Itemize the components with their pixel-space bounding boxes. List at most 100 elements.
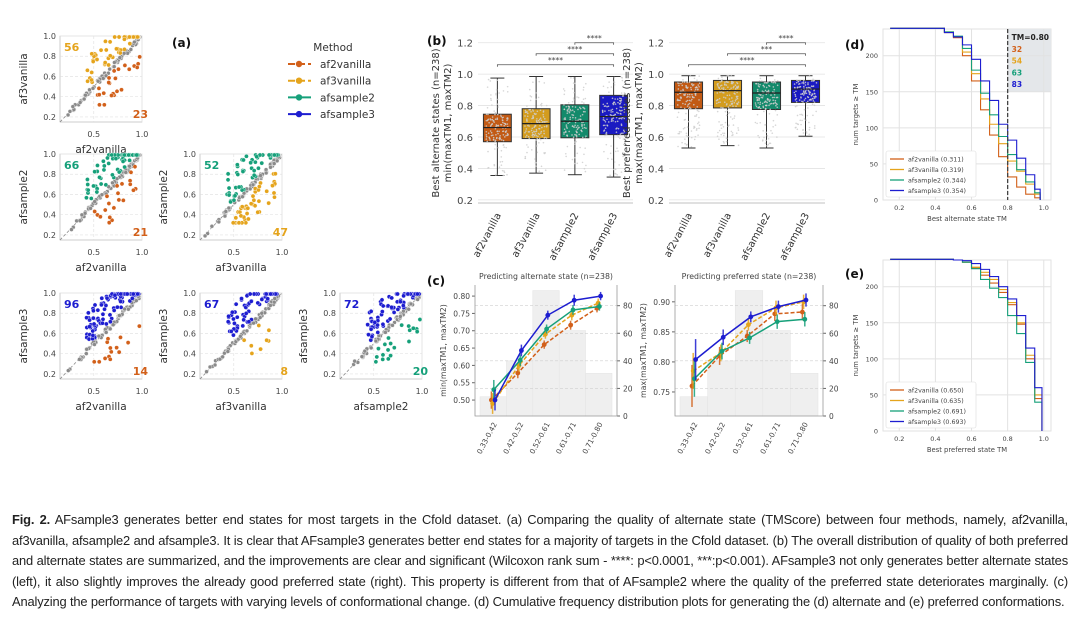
- data-point: [126, 152, 132, 158]
- data-point: [247, 291, 253, 297]
- jitter-point: [502, 139, 505, 142]
- jitter-point: [799, 79, 801, 82]
- data-point: [255, 209, 261, 215]
- data-point: [92, 209, 97, 214]
- jitter-point: [764, 89, 767, 92]
- jitter-point: [772, 119, 775, 122]
- legend-label-afsample2: afsample2: [320, 92, 375, 104]
- below-diagonal-count: 47: [273, 226, 288, 239]
- jitter-point: [735, 95, 738, 98]
- y-tick-label: 0.6: [43, 72, 56, 81]
- data-point: [258, 173, 263, 178]
- x-tick-label: 0.2: [894, 435, 904, 443]
- jitter-point: [569, 108, 572, 111]
- data-point: [231, 197, 237, 203]
- count-bar: [558, 330, 586, 417]
- data-point: [132, 39, 137, 45]
- jitter-point: [733, 115, 736, 117]
- jitter-point: [765, 86, 768, 89]
- jitter-point: [579, 107, 582, 110]
- jitter-point: [815, 95, 817, 98]
- y-tick-label: 0.75: [653, 388, 670, 397]
- jitter-point: [772, 86, 775, 88]
- jitter-point: [526, 115, 529, 118]
- legend-label-af2vanilla: af2vanilla (0.650): [908, 388, 964, 395]
- jitter-point: [563, 131, 565, 134]
- jitter-point: [722, 125, 725, 128]
- data-point: [253, 316, 258, 322]
- jitter-point: [616, 134, 619, 137]
- jitter-point: [538, 170, 541, 172]
- x-axis-label: af2vanilla: [75, 401, 126, 413]
- jitter-point: [698, 75, 701, 77]
- jitter-point: [734, 87, 737, 90]
- jitter-point: [604, 105, 607, 107]
- data-point: [100, 316, 106, 322]
- y-tick-label: 0.4: [43, 211, 56, 220]
- jitter-point: [601, 111, 604, 114]
- y-tick-label: 0.8: [323, 309, 336, 318]
- legend-label-af3vanilla: af3vanilla (0.319): [908, 167, 964, 174]
- jitter-point: [490, 94, 492, 96]
- jitter-point: [718, 129, 721, 132]
- y-tick-label: 0.8: [43, 170, 56, 179]
- jitter-point: [732, 86, 735, 89]
- data-point: [241, 337, 247, 343]
- data-point: [225, 171, 231, 177]
- data-point: [399, 322, 404, 328]
- jitter-point: [562, 88, 565, 90]
- x-tick-label: 0.5: [367, 387, 380, 396]
- y2-tick-label: 0: [623, 412, 628, 421]
- jitter-point: [497, 124, 500, 127]
- data-point: [86, 310, 91, 316]
- data-point: [83, 92, 88, 98]
- jitter-point: [796, 86, 799, 89]
- jitter-point: [736, 103, 739, 105]
- data-point: [272, 299, 277, 305]
- data-point: [96, 92, 102, 97]
- jitter-point: [757, 102, 759, 104]
- jitter-point: [696, 105, 699, 108]
- y-tick-label: 0.6: [457, 133, 473, 144]
- jitter-point: [582, 98, 585, 101]
- jitter-point: [774, 124, 777, 126]
- series-point: [803, 297, 809, 303]
- jitter-point: [620, 123, 623, 125]
- jitter-point: [582, 110, 585, 113]
- jitter-point: [725, 114, 728, 117]
- jitter-point: [495, 89, 498, 91]
- jitter-point: [734, 84, 737, 87]
- jitter-point: [526, 151, 528, 154]
- caption-label: Fig. 2.: [12, 512, 51, 527]
- count-bar: [762, 330, 791, 417]
- jitter-point: [500, 156, 503, 158]
- jitter-point: [620, 171, 623, 173]
- data-point: [374, 354, 380, 360]
- below-diagonal-count: 20: [413, 365, 429, 378]
- y-tick-label: 0.8: [43, 52, 56, 61]
- above-diagonal-count: 72: [344, 298, 359, 311]
- jitter-point: [718, 121, 720, 123]
- jitter-point: [579, 146, 581, 149]
- y-axis-label: afsample3: [298, 309, 310, 364]
- data-point: [124, 291, 130, 297]
- above-diagonal-count: 96: [64, 298, 80, 311]
- y-tick-label: 0.8: [183, 309, 196, 318]
- jitter-point: [808, 126, 811, 129]
- data-point: [255, 300, 261, 306]
- jitter-point: [496, 124, 498, 127]
- jitter-point: [719, 91, 721, 93]
- x-tick-label: afsample2: [547, 211, 581, 262]
- data-point: [352, 358, 357, 364]
- jitter-point: [572, 116, 574, 119]
- data-point: [391, 310, 397, 315]
- jitter-point: [502, 174, 505, 177]
- y-tick-label: 100: [866, 124, 878, 132]
- data-point: [103, 39, 108, 44]
- jitter-point: [611, 158, 613, 160]
- jitter-point: [688, 93, 691, 96]
- jitter-point: [571, 109, 574, 111]
- series-point: [776, 304, 781, 310]
- jitter-point: [622, 143, 625, 146]
- y-tick-label: 0.65: [453, 344, 470, 353]
